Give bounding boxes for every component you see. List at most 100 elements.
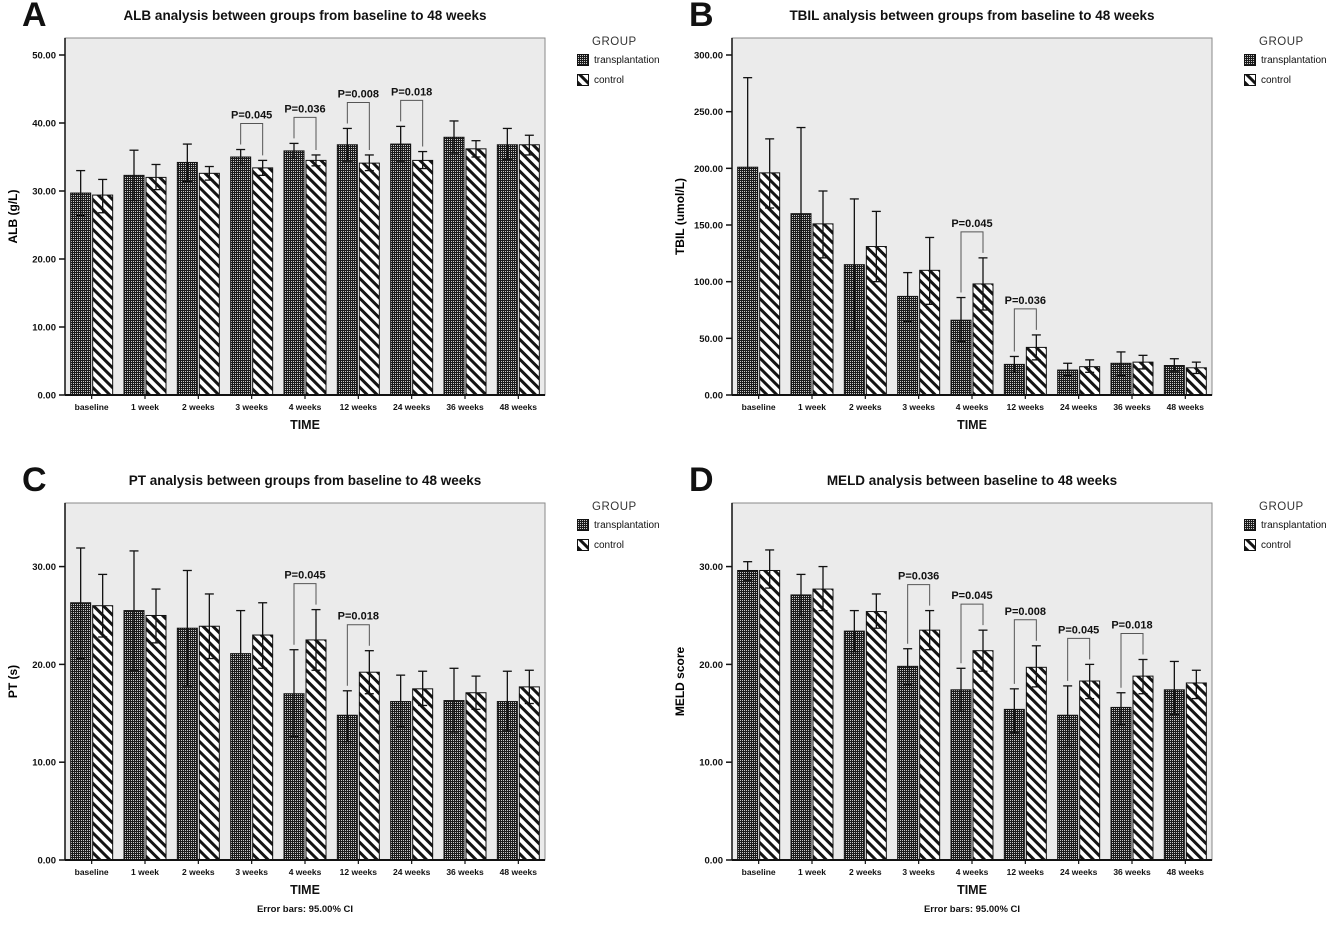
p-bracket [346, 624, 370, 686]
bar-control [972, 650, 994, 861]
bar-control [465, 692, 487, 861]
tbil-chart-title: TBIL analysis between groups from baseli… [789, 8, 1155, 23]
x-tick-label: 2 weeks [182, 402, 215, 412]
x-axis-title: TIME [290, 418, 320, 432]
bar-control [465, 148, 487, 396]
x-tick-label: 4 weeks [956, 867, 989, 877]
chart-svg: 0.00 50.00 100.00 150.00 200.00 250.00 300.00 T… [673, 37, 1213, 432]
legend-label-transplantation: transplantation [594, 54, 660, 66]
x-tick-label: 36 weeks [1113, 402, 1151, 412]
bar-transplantation [230, 156, 252, 396]
legend-label-transplantation: transplantation [594, 519, 660, 531]
x-tick-label: 24 weeks [1060, 867, 1098, 877]
legend-title: GROUP [1259, 36, 1304, 48]
x-axis-title: TIME [290, 883, 320, 897]
bar-transplantation [336, 144, 358, 396]
legend-title: GROUP [592, 36, 637, 48]
bar-transplantation [1163, 689, 1185, 861]
y-tick-label: 40.00 [32, 119, 56, 130]
bar-control [1132, 675, 1154, 861]
y-axis: 0.00 10.00 20.00 30.00 [699, 562, 732, 867]
p-value-label: P=0.036 [898, 571, 939, 583]
legend-b: GROUP transplantation control [1244, 36, 1333, 94]
p-annotations: P=0.045 P=0.036 [951, 218, 1046, 352]
bar-control [1185, 682, 1207, 861]
bar-control [412, 159, 434, 396]
plot-area [731, 502, 1213, 861]
x-tick-label: 1 week [131, 867, 159, 877]
bar-control [145, 176, 167, 396]
x-tick-label: 24 weeks [393, 867, 431, 877]
x-axis-title: TIME [957, 418, 987, 432]
y-axis-title: PT (s) [6, 665, 20, 698]
y-axis-title: MELD score [673, 647, 687, 717]
x-tick-label: 2 weeks [182, 867, 215, 877]
x-tick-label: 36 weeks [1113, 867, 1151, 877]
transplantation-pattern-swatch [1244, 54, 1256, 66]
bar-transplantation [496, 144, 518, 396]
y-tick-label: 250.00 [694, 107, 723, 118]
bars [70, 547, 540, 861]
legend-entry-transplantation: transplantation [577, 519, 666, 531]
bar-transplantation [390, 143, 412, 396]
bar-control [518, 686, 540, 861]
bar-control [198, 625, 220, 861]
p-value-label: P=0.008 [1005, 606, 1046, 618]
x-tick-label: 1 week [131, 402, 159, 412]
y-axis-title: ALB (g/L) [6, 190, 20, 244]
legend-entry-control: control [1244, 74, 1333, 86]
y-axis: 0.00 10.00 20.00 30.00 [32, 562, 65, 867]
x-tick-label: 3 weeks [235, 402, 268, 412]
y-tick-label: 0.00 [38, 391, 57, 402]
y-tick-label: 0.00 [705, 856, 724, 867]
p-value-label: P=0.045 [1058, 624, 1099, 636]
p-bracket [907, 584, 931, 644]
panel-c: 0.00 10.00 20.00 30.00 PT (s) baseline 1 week 2… [0, 463, 666, 929]
y-tick-label: 150.00 [694, 221, 723, 232]
bar-control [919, 629, 941, 861]
transplantation-pattern-swatch [1244, 519, 1256, 531]
x-tick-label: 48 weeks [500, 402, 538, 412]
bar-control [812, 588, 834, 861]
bars [70, 120, 540, 396]
y-axis: 0.00 50.00 100.00 150.00 200.00 250.00 300.00 [694, 51, 732, 402]
x-tick-label: 1 week [798, 867, 826, 877]
y-tick-label: 20.00 [699, 660, 723, 671]
p-value-label: P=0.036 [1005, 295, 1046, 307]
p-annotations: P=0.045 P=0.018 [284, 570, 379, 686]
legend-label-control: control [594, 539, 625, 551]
panel-b: 0.00 50.00 100.00 150.00 200.00 250.00 300.00 T… [667, 0, 1333, 464]
bar-transplantation [123, 174, 145, 396]
bar-transplantation [1110, 706, 1132, 861]
x-tick-label: 3 weeks [902, 402, 935, 412]
y-tick-label: 300.00 [694, 51, 723, 62]
x-tick-label: 48 weeks [500, 867, 538, 877]
p-value-label: P=0.036 [284, 103, 325, 115]
bar-control [198, 172, 220, 396]
x-tick-label: 2 weeks [849, 402, 882, 412]
x-tick-label: 24 weeks [1060, 402, 1098, 412]
bar-transplantation [737, 569, 759, 861]
x-tick-label: 12 weeks [1007, 867, 1045, 877]
bar-control [305, 159, 327, 396]
error-bars-note: Error bars: 95.00% CI [924, 904, 1020, 915]
legend-entry-transplantation: transplantation [1244, 519, 1333, 531]
y-axis: 0.00 10.00 20.00 30.00 40.00 50.00 [32, 51, 65, 402]
bar-control [92, 605, 114, 861]
p-annotations: P=0.045 P=0.036 P=0.008 P=0.018 [231, 86, 432, 156]
meld-chart-title: MELD analysis between baseline to 48 wee… [826, 473, 1118, 488]
p-bracket [1067, 637, 1091, 681]
y-tick-label: 50.00 [699, 334, 723, 345]
bar-transplantation [283, 150, 305, 396]
panel-a: 0.00 10.00 20.00 30.00 40.00 50.00 ALB (g/L) ba… [0, 0, 666, 464]
y-tick-label: 0.00 [38, 856, 57, 867]
legend-entry-transplantation: transplantation [1244, 54, 1333, 66]
chart-svg: 0.00 10.00 20.00 30.00 40.00 50.00 ALB (g/L) ba… [6, 37, 546, 432]
p-bracket [1120, 632, 1144, 688]
p-value-label: P=0.018 [338, 611, 379, 623]
p-bracket [346, 101, 370, 150]
alb-chart-title: ALB analysis between groups from baselin… [123, 8, 487, 23]
bar-transplantation [790, 594, 812, 861]
alb-chart: 0.00 10.00 20.00 30.00 40.00 50.00 ALB (g/L) ba… [0, 0, 666, 464]
bar-control [518, 144, 540, 396]
